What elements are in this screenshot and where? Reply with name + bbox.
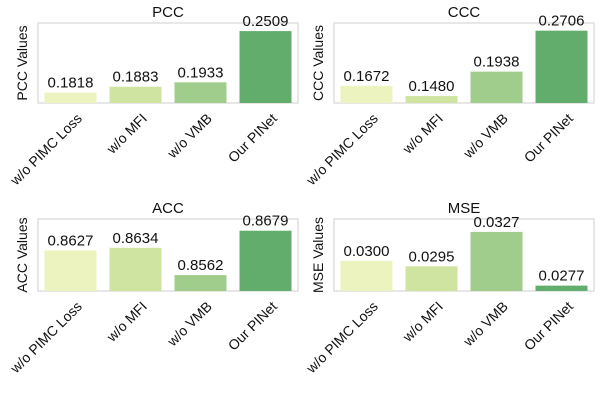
- bar: [340, 260, 393, 291]
- bar: [109, 247, 162, 291]
- subplot-title: MSE: [448, 200, 481, 217]
- bar: [470, 231, 523, 291]
- y-axis-label: CCC Values: [310, 25, 326, 101]
- data-label: 0.1480: [409, 78, 455, 95]
- data-label: 0.8627: [48, 232, 94, 249]
- x-tick-label: w/o PIMC Loss: [302, 110, 381, 189]
- data-label: 0.2706: [539, 13, 585, 30]
- bar: [44, 92, 97, 103]
- bar: [405, 266, 458, 291]
- x-tick-label: w/o PIMC Loss: [6, 298, 85, 377]
- x-tick-label: w/o MFI: [103, 110, 150, 157]
- bar: [239, 230, 292, 291]
- data-label: 0.8679: [243, 213, 289, 230]
- data-label: 0.1672: [344, 68, 390, 85]
- subplot-acc: ACC ACC Values 0.8627 w/o PIMC Loss 0.8634 w/…: [6, 200, 299, 377]
- bar: [174, 275, 227, 291]
- data-label: 0.2509: [243, 13, 289, 30]
- data-label: 0.1883: [113, 69, 159, 86]
- bar: [535, 30, 588, 103]
- data-label: 0.1818: [48, 75, 94, 92]
- bar: [405, 96, 458, 103]
- y-axis-label: ACC Values: [14, 217, 30, 292]
- y-axis-label: MSE Values: [310, 217, 326, 293]
- x-tick-label: Our PINet: [225, 110, 280, 165]
- subplot-mse: MSE MSE Values 0.0300 w/o PIMC Loss 0.0295 w/…: [302, 200, 595, 377]
- data-label: 0.1938: [474, 54, 520, 71]
- subplot-title: ACC: [152, 200, 184, 217]
- subplot-pcc: PCC PCC Values 0.1818 w/o PIMC Loss 0.1883 w/…: [6, 4, 299, 189]
- x-tick-label: Our PINet: [521, 110, 576, 165]
- y-axis-label: PCC Values: [14, 25, 30, 100]
- data-label: 0.8562: [178, 257, 224, 274]
- data-label: 0.0277: [539, 268, 585, 285]
- x-tick-label: Our PINet: [225, 298, 280, 353]
- bar: [174, 82, 227, 103]
- x-tick-label: Our PINet: [521, 298, 576, 353]
- plot-frame: [37, 218, 299, 292]
- x-tick-label: w/o MFI: [399, 298, 446, 345]
- plot-frame: [37, 22, 299, 104]
- x-tick-label: w/o PIMC Loss: [302, 298, 381, 377]
- x-tick-label: w/o PIMC Loss: [6, 110, 85, 189]
- x-tick-label: w/o VMB: [459, 298, 511, 350]
- data-label: 0.8634: [113, 230, 159, 247]
- data-label: 0.1933: [178, 64, 224, 81]
- x-tick-label: w/o VMB: [163, 110, 215, 162]
- bar: [535, 285, 588, 291]
- x-tick-label: w/o MFI: [103, 298, 150, 345]
- data-label: 0.0300: [344, 243, 390, 260]
- data-label: 0.0295: [409, 248, 455, 265]
- plot-frame: [333, 22, 595, 104]
- plot-frame: [333, 218, 595, 292]
- x-tick-label: w/o VMB: [163, 298, 215, 350]
- bar: [340, 85, 393, 103]
- data-label: 0.0327: [474, 214, 520, 231]
- bar: [239, 31, 292, 103]
- subplot-title: PCC: [152, 4, 184, 21]
- x-tick-label: w/o VMB: [459, 110, 511, 162]
- bar: [44, 250, 97, 291]
- bar: [109, 86, 162, 103]
- bar: [470, 71, 523, 103]
- subplot-title: CCC: [448, 4, 481, 21]
- x-tick-label: w/o MFI: [399, 110, 446, 157]
